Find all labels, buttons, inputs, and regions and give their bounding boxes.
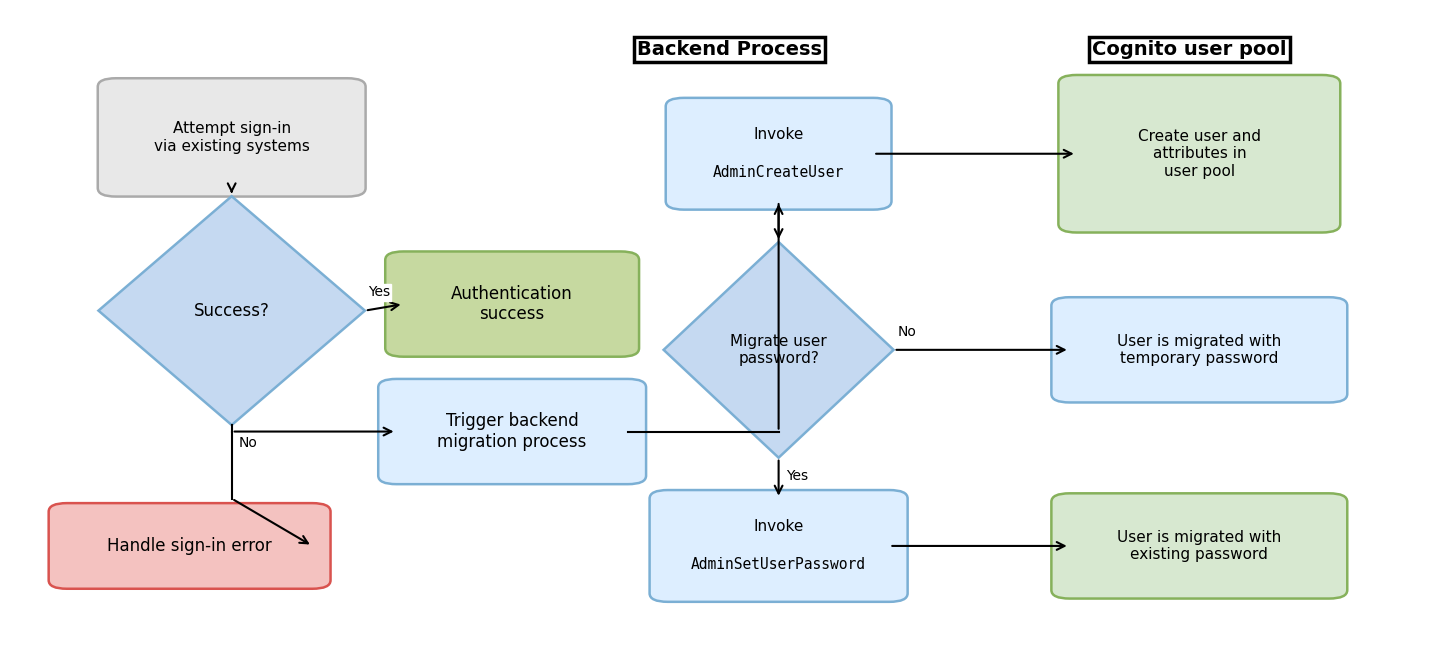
Text: Cognito user pool: Cognito user pool — [1092, 39, 1286, 59]
FancyBboxPatch shape — [650, 490, 907, 602]
Text: Yes: Yes — [786, 469, 807, 483]
Text: Handle sign-in error: Handle sign-in error — [107, 537, 272, 555]
FancyBboxPatch shape — [49, 503, 331, 589]
Text: No: No — [897, 325, 917, 339]
FancyBboxPatch shape — [97, 78, 365, 197]
Text: Attempt sign-in
via existing systems: Attempt sign-in via existing systems — [153, 121, 309, 153]
FancyBboxPatch shape — [385, 251, 640, 357]
Text: Backend Process: Backend Process — [637, 39, 821, 59]
Text: User is migrated with
existing password: User is migrated with existing password — [1118, 530, 1281, 562]
Text: Create user and
attributes in
user pool: Create user and attributes in user pool — [1138, 129, 1261, 179]
Text: AdminSetUserPassword: AdminSetUserPassword — [691, 558, 866, 572]
FancyBboxPatch shape — [665, 98, 892, 209]
Text: No: No — [239, 436, 258, 450]
Text: Migrate user
password?: Migrate user password? — [730, 334, 827, 366]
Text: Trigger backend
migration process: Trigger backend migration process — [438, 412, 587, 451]
Polygon shape — [664, 242, 893, 458]
Text: Yes: Yes — [368, 285, 389, 299]
Polygon shape — [99, 196, 365, 425]
Text: User is migrated with
temporary password: User is migrated with temporary password — [1118, 334, 1281, 366]
Text: Invoke: Invoke — [753, 520, 804, 534]
FancyBboxPatch shape — [1052, 297, 1347, 402]
Text: Success?: Success? — [193, 301, 269, 319]
Text: AdminCreateUser: AdminCreateUser — [713, 165, 844, 180]
FancyBboxPatch shape — [1052, 494, 1347, 598]
Text: Invoke: Invoke — [753, 127, 804, 142]
FancyBboxPatch shape — [378, 379, 645, 484]
Text: Authentication
success: Authentication success — [451, 285, 572, 323]
FancyBboxPatch shape — [1059, 75, 1341, 233]
